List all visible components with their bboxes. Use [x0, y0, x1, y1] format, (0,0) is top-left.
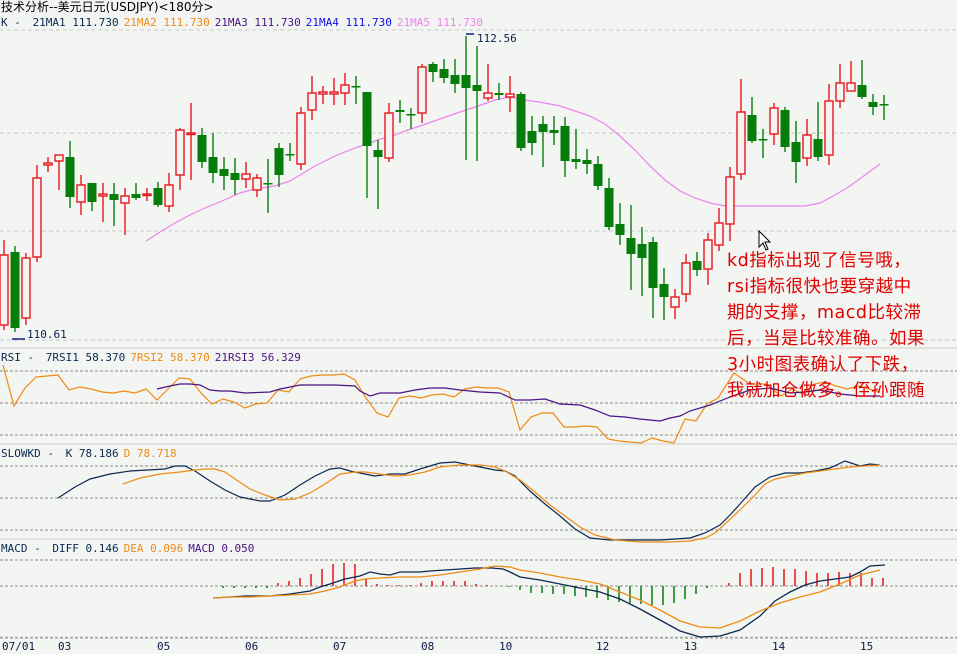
x-axis-label: 07 — [333, 640, 347, 653]
legend-item: 21MA1 111.730 — [32, 16, 119, 29]
high-price-label: 112.56 — [477, 32, 517, 45]
price-legend: K - 21MA1 111.730 21MA2 111.730 21MA3 111.… — [1, 16, 488, 29]
panel-frames — [0, 29, 957, 638]
legend-item: DEA 0.096 — [123, 542, 184, 555]
indicator-grid — [0, 370, 957, 639]
rsi-lines — [2, 364, 881, 444]
x-axis-label: 07/01 — [2, 640, 36, 653]
legend-item: D 78.718 — [123, 447, 177, 460]
macd-histogram — [222, 563, 884, 605]
x-axis-label: 14 — [772, 640, 786, 653]
legend-item: DIFF 0.146 — [52, 542, 119, 555]
x-axis-label: 03 — [58, 640, 72, 653]
x-axis-label: 13 — [684, 640, 698, 653]
rsi-legend: RSI - 7RSI1 58.370 7RSI2 58.370 21RSI3 56.… — [1, 351, 306, 364]
x-axis-label: 08 — [421, 640, 435, 653]
legend-item: 7RSI2 58.370 — [130, 351, 210, 364]
legend-item: 21MA4 111.730 — [305, 16, 392, 29]
window-title: 技术分析--美元日元(USDJPY)<180分> — [1, 0, 214, 14]
legend-item: RSI - — [1, 351, 41, 364]
legend-item: K - — [1, 16, 28, 29]
legend-item: 21MA2 111.730 — [123, 16, 210, 29]
candlesticks — [0, 36, 889, 332]
x-axis-label: 10 — [499, 640, 513, 653]
legend-item: SLOWKD - — [1, 447, 61, 460]
x-axis-label: 06 — [245, 640, 259, 653]
high-low-markers — [12, 33, 474, 340]
legend-item: MACD - — [1, 542, 48, 555]
macd-legend: MACD - DIFF 0.146 DEA 0.096 MACD 0.050 — [1, 542, 259, 555]
legend-item: 21RSI3 56.329 — [214, 351, 301, 364]
macd-lines — [212, 564, 886, 638]
annotation-text: kd指标出现了信号哦， rsi指标很快也要穿越中 期的支撑，macd比较滞 后，… — [727, 251, 925, 401]
mouse-cursor-icon — [758, 229, 772, 251]
x-axis-label: 15 — [860, 640, 874, 653]
kd-legend: SLOWKD - K 78.186 D 78.718 — [1, 447, 182, 460]
legend-item: 21MA5 111.730 — [396, 16, 483, 29]
legend-item: K 78.186 — [65, 447, 119, 460]
low-price-label: 110.61 — [27, 328, 67, 341]
x-axis-label: 05 — [157, 640, 171, 653]
legend-item: MACD 0.050 — [188, 542, 255, 555]
kd-lines — [57, 460, 881, 543]
legend-item: 7RSI1 58.370 — [45, 351, 126, 364]
x-axis-label: 12 — [596, 640, 610, 653]
legend-item: 21MA3 111.730 — [214, 16, 301, 29]
